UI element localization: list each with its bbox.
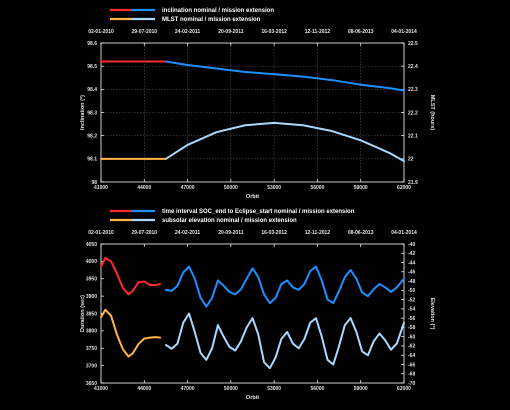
legend-label: inclination nominal / mission extension <box>162 8 274 14</box>
y2-tick-label: -62 <box>408 344 415 350</box>
y2-tick-label: -52 <box>408 297 415 303</box>
y2-tick-label: 22.5 <box>408 41 418 47</box>
y-axis-label: Inclination (°) <box>80 95 86 130</box>
top-date-label: 04-01-2014 <box>391 230 417 236</box>
y-tick-label: 3900 <box>86 294 97 300</box>
y-tick-label: 4050 <box>86 242 97 248</box>
top-date-label: 02-01-2010 <box>88 29 114 35</box>
top-date-label: 29-07-2010 <box>131 29 157 35</box>
x-tick-label: 41000 <box>94 185 108 191</box>
series-line-1-extension <box>164 60 405 92</box>
x-tick-label: 56000 <box>310 386 324 392</box>
legend-label: time interval SOC_end to Eclipse_start n… <box>162 209 355 215</box>
series-line-1-nominal <box>100 256 162 296</box>
x-tick-label: 50000 <box>224 185 238 191</box>
y-tick-label: 4000 <box>86 259 97 265</box>
y-tick-label: 98.3 <box>87 110 97 116</box>
series-line-1-extension <box>164 265 405 308</box>
y2-tick-label: -42 <box>408 251 415 257</box>
y2-tick-label: -46 <box>408 270 415 276</box>
y2-tick-label: -60 <box>408 334 415 340</box>
y2-tick-label: 22.1 <box>408 133 418 139</box>
x-tick-label: 47000 <box>181 386 195 392</box>
top-date-label: 08-06-2013 <box>348 29 374 35</box>
y2-tick-label: 21.9 <box>408 180 418 186</box>
plot-frame <box>100 243 405 384</box>
legend-entry: MLST nominal / mission extension <box>110 17 261 23</box>
top-date-label: 20-09-2011 <box>218 230 244 236</box>
y2-tick-label: -70 <box>408 381 415 387</box>
top-date-label: 04-01-2014 <box>391 29 417 35</box>
x-tick-label: 50000 <box>224 386 238 392</box>
y2-tick-label: -50 <box>408 288 415 294</box>
y2-axis-label: MLST (hours) <box>429 95 435 131</box>
x-tick-label: 59000 <box>354 185 368 191</box>
top-date-label: 16-03-2012 <box>261 29 287 35</box>
y2-tick-label: -48 <box>408 279 415 285</box>
chart-2: time interval SOC_end to Eclipse_start n… <box>80 209 435 401</box>
legend-label: subsolar elevation nominal / mission ext… <box>162 218 297 224</box>
x-tick-label: 53000 <box>267 185 281 191</box>
y-tick-label: 3800 <box>86 329 97 335</box>
legend-label: MLST nominal / mission extension <box>162 17 261 23</box>
legend-entry: subsolar elevation nominal / mission ext… <box>110 218 297 224</box>
series-line-2-extension <box>164 312 405 370</box>
y-tick-label: 3950 <box>86 277 97 283</box>
top-date-label: 24-02-2011 <box>175 29 201 35</box>
x-tick-label: 44000 <box>137 185 151 191</box>
y-tick-label: 3750 <box>86 346 97 352</box>
x-tick-label: 62000 <box>397 386 411 392</box>
y2-tick-label: -64 <box>408 353 415 359</box>
y-tick-label: 98.5 <box>87 64 97 70</box>
y2-tick-label: -54 <box>408 307 415 313</box>
legend-entry: inclination nominal / mission extension <box>110 8 274 14</box>
y-tick-label: 98.2 <box>87 133 97 139</box>
x-tick-label: 59000 <box>354 386 368 392</box>
y-tick-label: 3850 <box>86 311 97 317</box>
x-axis-label: Orbit <box>246 395 259 401</box>
y2-tick-label: -68 <box>408 372 415 378</box>
x-tick-label: 62000 <box>397 185 411 191</box>
y-tick-label: 3650 <box>86 381 97 387</box>
y2-tick-label: -56 <box>408 316 415 322</box>
series-line-2-extension <box>164 121 405 163</box>
top-date-label: 29-07-2010 <box>131 230 157 236</box>
x-tick-label: 44000 <box>137 386 151 392</box>
top-date-label: 16-03-2012 <box>261 230 287 236</box>
y2-tick-label: 22.2 <box>408 110 418 116</box>
top-date-label: 02-01-2010 <box>88 230 114 236</box>
y-tick-label: 98.6 <box>87 41 97 47</box>
y2-tick-label: -44 <box>408 260 415 266</box>
y2-tick-label: 22.3 <box>408 87 418 93</box>
y2-axis-label: Elevation (°) <box>429 298 435 330</box>
y-tick-label: 98.1 <box>87 157 97 163</box>
top-date-label: 12-11-2012 <box>305 29 331 35</box>
legend-entry: time interval SOC_end to Eclipse_start n… <box>110 209 355 215</box>
top-date-label: 08-06-2013 <box>348 230 374 236</box>
top-date-label: 20-09-2011 <box>218 29 244 35</box>
y2-tick-label: 22 <box>408 157 414 163</box>
y2-tick-label: -40 <box>408 242 415 248</box>
y-axis-label: Duration (sec) <box>80 295 86 332</box>
y-tick-label: 3700 <box>86 363 97 369</box>
y-tick-label: 98 <box>91 180 97 186</box>
y2-tick-label: 22.4 <box>408 64 418 70</box>
top-date-label: 24-02-2011 <box>175 230 201 236</box>
x-tick-label: 53000 <box>267 386 281 392</box>
top-date-label: 12-11-2012 <box>305 230 331 236</box>
x-axis-label: Orbit <box>246 194 259 200</box>
x-tick-label: 56000 <box>310 185 324 191</box>
x-tick-label: 41000 <box>94 386 108 392</box>
x-tick-label: 47000 <box>181 185 195 191</box>
y2-tick-label: -66 <box>408 362 415 368</box>
series-line-2-nominal <box>100 308 162 358</box>
chart-1: inclination nominal / mission extension M… <box>80 8 435 200</box>
y2-tick-label: -58 <box>408 325 415 331</box>
y-tick-label: 98.4 <box>87 87 97 93</box>
